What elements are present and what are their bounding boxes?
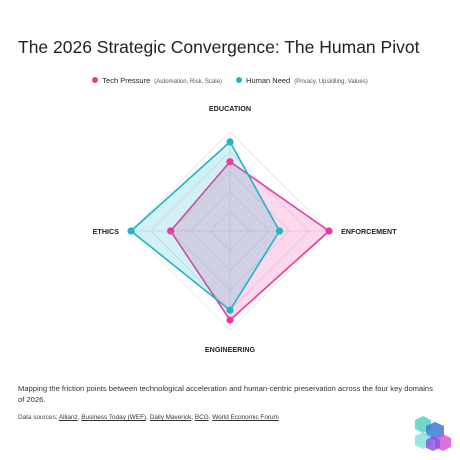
legend-detail: (Automation, Risk, Scale) bbox=[154, 78, 222, 85]
sources-prefix: Data sources: bbox=[18, 414, 58, 421]
data-point-human-need-ethics bbox=[127, 227, 135, 235]
axis-label-ethics: ETHICS bbox=[93, 227, 120, 236]
source-link-business-today[interactable]: Business Today (WEF) bbox=[81, 414, 147, 421]
data-point-human-need-education bbox=[226, 138, 234, 146]
legend-item-human-need: Human Need (Privacy, Upskilling, Values) bbox=[236, 76, 368, 85]
legend-swatch-human-need bbox=[236, 77, 243, 84]
data-point-tech-pressure-ethics bbox=[167, 227, 175, 235]
data-point-tech-pressure-engineering bbox=[226, 316, 234, 324]
legend: Tech Pressure (Automation, Risk, Scale) H… bbox=[0, 75, 460, 85]
data-point-tech-pressure-enforcement bbox=[325, 227, 333, 235]
chart-caption: Mapping the friction points between tech… bbox=[18, 384, 433, 404]
legend-item-tech-pressure: Tech Pressure (Automation, Risk, Scale) bbox=[92, 76, 222, 85]
data-point-human-need-engineering bbox=[226, 306, 234, 314]
chart-title: The 2026 Strategic Convergence: The Huma… bbox=[18, 37, 420, 57]
data-sources: Data sources: Allianz, Business Today (W… bbox=[18, 414, 279, 421]
legend-detail: (Privacy, Upskilling, Values) bbox=[294, 78, 368, 85]
source-link-allianz[interactable]: Allianz bbox=[58, 414, 78, 421]
data-point-human-need-enforcement bbox=[275, 227, 284, 235]
axis-label-education: EDUCATION bbox=[209, 104, 251, 113]
axis-label-engineering: ENGINEERING bbox=[205, 345, 256, 354]
legend-label: Human Need bbox=[246, 75, 291, 85]
axis-label-enforcement: ENFORCEMENT bbox=[341, 227, 397, 236]
radar-chart: EDUCATION ENFORCEMENT ENGINEERING ETHICS bbox=[93, 104, 397, 354]
source-link-bcg[interactable]: BCG bbox=[194, 414, 209, 421]
brand-logo-icon bbox=[415, 416, 451, 451]
source-link-daily-maverick[interactable]: Daily Maverick bbox=[149, 414, 192, 421]
legend-swatch-tech-pressure bbox=[92, 77, 99, 84]
data-point-tech-pressure-education bbox=[226, 158, 234, 166]
legend-label: Tech Pressure bbox=[102, 75, 151, 85]
source-link-wef[interactable]: World Economic Forum bbox=[212, 414, 279, 421]
